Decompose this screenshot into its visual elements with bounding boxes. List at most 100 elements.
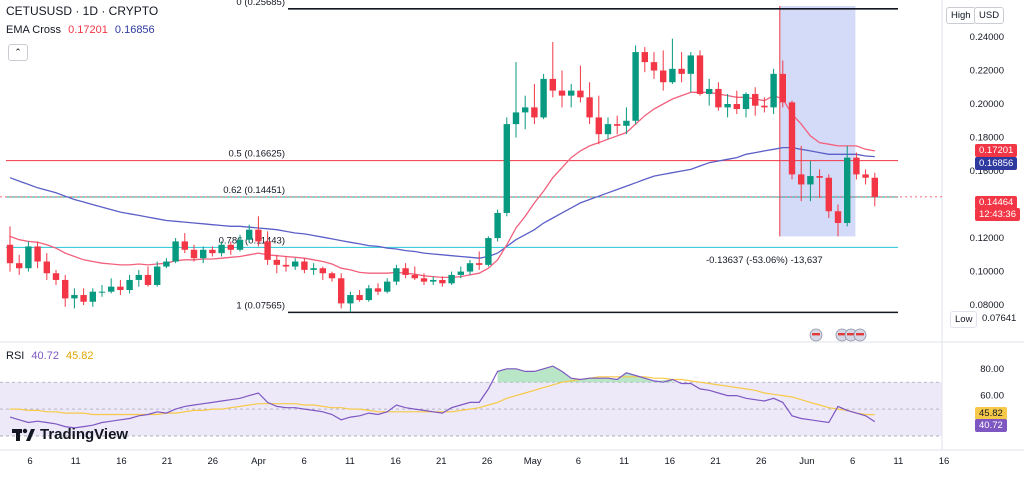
candle-body-1 — [16, 263, 23, 269]
x-tick-16: 26 — [756, 456, 767, 467]
candle-body-71 — [660, 70, 667, 83]
x-tick-7: 11 — [345, 456, 355, 467]
candle-body-21 — [200, 249, 207, 259]
low-value: 0.07641 — [982, 313, 1017, 324]
candle-body-64 — [595, 117, 602, 135]
rsi-tick-1: 60.00 — [980, 391, 1004, 402]
measure-label: -0.13637 (-53.06%) -13,637 — [706, 255, 823, 266]
candle-body-67 — [623, 120, 630, 126]
candle-body-78 — [724, 104, 731, 108]
candle-body-74 — [687, 55, 694, 74]
ema-fast-value: 0.17201 — [68, 24, 108, 36]
candle-body-82 — [761, 105, 768, 108]
candle-body-3 — [34, 246, 41, 262]
tradingview-logo[interactable]: TradingView — [12, 426, 128, 443]
symbol-title[interactable]: CETUSUSD · 1D · CRYPTO — [6, 4, 159, 18]
candle-body-48 — [448, 274, 455, 284]
candle-body-45 — [420, 278, 428, 282]
candle-body-53 — [494, 212, 501, 239]
candle-body-73 — [678, 68, 685, 74]
x-tick-5: Apr — [251, 456, 266, 467]
candle-body-22 — [209, 249, 216, 254]
candle-body-89 — [825, 177, 832, 212]
candle-body-42 — [393, 268, 400, 282]
rsi-legend-value: 40.72 — [31, 350, 59, 362]
y-tick-0: 0.24000 — [970, 32, 1004, 43]
candle-body-36 — [338, 278, 345, 304]
event-flag-stripe-1 — [838, 333, 846, 336]
candle-body-35 — [328, 273, 336, 279]
tradingview-logo-icon — [12, 428, 35, 441]
rsi-ma-line — [10, 376, 875, 416]
high-button[interactable]: High — [946, 7, 976, 24]
candle-body-18 — [172, 241, 179, 262]
rsi-name[interactable]: RSI — [6, 350, 25, 362]
candle-body-52 — [485, 238, 492, 265]
event-flag-stripe-3 — [856, 333, 864, 336]
x-tick-18: 6 — [850, 456, 855, 467]
candle-body-88 — [816, 176, 823, 178]
candle-body-17 — [163, 261, 170, 267]
fib-label-0: 0 (0.25685) — [236, 0, 285, 8]
candle-body-27 — [255, 229, 262, 242]
axes-layer: 0.24000 0.22000 0.20000 0.18000 0.16000 0.120… — [27, 32, 1004, 467]
x-tick-1: 11 — [71, 456, 81, 467]
ema-legend: EMA Cross 0.17201 0.16856 — [6, 24, 159, 36]
ema-slow-tag: 0.16856 — [975, 157, 1018, 170]
ema-slow-value: 0.16856 — [114, 24, 155, 36]
last-price-tag: 0.14464 — [975, 196, 1018, 209]
x-tick-11: May — [524, 456, 542, 467]
fib-layer: 0 (0.25685) 0.5 (0.16625) 0.62 (0.14451) 0.… — [0, 0, 942, 314]
ema-fast-tag: 0.17201 — [975, 144, 1018, 157]
candle-body-28 — [264, 241, 271, 260]
candle-body-37 — [347, 295, 354, 304]
rsi-line — [9, 365, 876, 429]
x-tick-0: 6 — [27, 456, 32, 467]
candle-body-60 — [558, 90, 566, 96]
x-tick-14: 16 — [665, 456, 676, 467]
candle-body-79 — [733, 104, 740, 110]
ema-layer — [9, 91, 875, 279]
candle-body-25 — [236, 239, 244, 250]
candle-body-72 — [669, 68, 676, 83]
x-tick-9: 21 — [436, 456, 447, 467]
x-tick-12: 6 — [576, 456, 581, 467]
collapse-legend-button[interactable]: ⌃ — [8, 44, 28, 61]
candle-body-90 — [834, 211, 842, 223]
candle-body-61 — [568, 90, 575, 96]
candle-body-33 — [310, 268, 317, 270]
currency-button[interactable]: USD — [974, 7, 1005, 24]
candle-body-23 — [218, 244, 225, 254]
candle-body-34 — [319, 268, 326, 274]
x-tick-3: 21 — [162, 456, 173, 467]
candle-body-93 — [862, 174, 869, 178]
candle-body-75 — [696, 55, 704, 94]
x-tick-20: 16 — [939, 456, 950, 467]
candle-body-30 — [282, 264, 290, 267]
low-label: Low — [950, 311, 978, 328]
candle-body-87 — [807, 176, 814, 185]
candle-body-14 — [135, 274, 142, 280]
candle-body-59 — [549, 78, 556, 91]
rsi-ma-legend-value: 45.82 — [66, 350, 94, 362]
candle-body-43 — [402, 268, 409, 275]
rsi-ma-tag: 45.82 — [975, 407, 1007, 420]
candle-body-6 — [62, 279, 69, 299]
candle-body-50 — [466, 263, 474, 272]
candle-body-81 — [752, 93, 759, 106]
candle-body-0 — [6, 244, 14, 264]
y-tick-7: 0.08000 — [970, 300, 1004, 311]
ema-indicator-name[interactable]: EMA Cross — [6, 24, 62, 36]
y-tick-5: 0.12000 — [970, 233, 1004, 244]
candle-body-7 — [71, 295, 78, 299]
candle-body-4 — [43, 261, 50, 274]
candle-body-15 — [144, 274, 152, 285]
candle-body-10 — [98, 291, 106, 293]
candle-body-55 — [512, 112, 520, 125]
x-tick-17: Jun — [799, 456, 814, 467]
candle-body-20 — [190, 249, 198, 259]
candles-layer — [6, 38, 878, 313]
candle-body-85 — [788, 102, 796, 175]
